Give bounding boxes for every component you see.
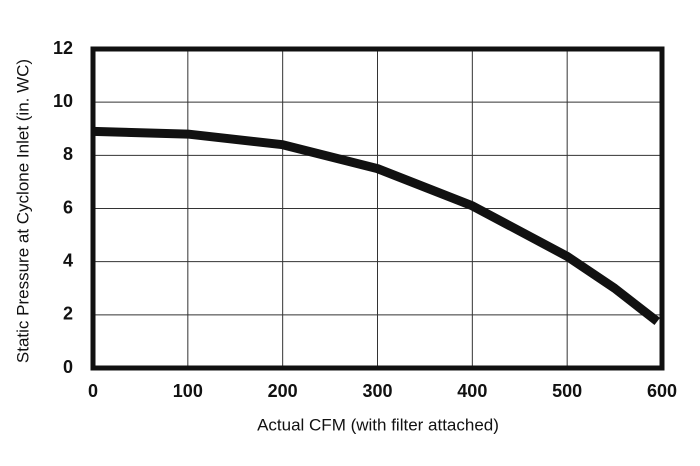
x-tick-label: 600 <box>647 381 677 401</box>
x-tick-label: 0 <box>88 381 98 401</box>
y-tick-label: 0 <box>63 357 73 377</box>
x-axis-label: Actual CFM (with filter attached) <box>257 415 499 434</box>
line <box>92 126 661 326</box>
y-axis-label: Static Pressure at Cyclone Inlet (in. WC… <box>13 59 32 363</box>
x-tick-label: 500 <box>552 381 582 401</box>
x-tick-label: 100 <box>173 381 203 401</box>
x-tick-label: 200 <box>268 381 298 401</box>
y-tick-label: 8 <box>63 144 73 164</box>
plot-border <box>90 46 665 371</box>
x-tick-label: 400 <box>457 381 487 401</box>
y-tick-label: 12 <box>53 38 73 58</box>
x-tick-label: 300 <box>362 381 392 401</box>
y-tick-label: 6 <box>63 197 73 217</box>
y-tick-label: 10 <box>53 91 73 111</box>
y-tick-label: 4 <box>63 250 73 270</box>
y-tick-label: 2 <box>63 304 73 324</box>
